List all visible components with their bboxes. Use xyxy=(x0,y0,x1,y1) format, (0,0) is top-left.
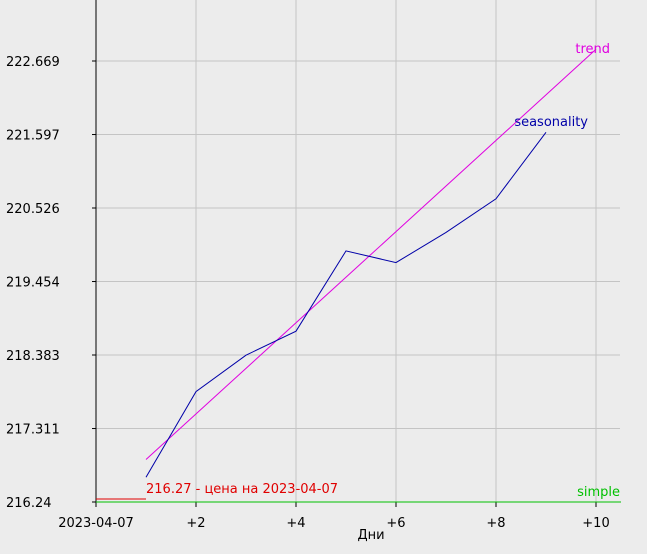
x-tick-label: +6 xyxy=(386,516,405,531)
y-tick-label: 220.526 xyxy=(6,202,60,217)
trend-line xyxy=(145,48,597,460)
y-tick-label: 222.669 xyxy=(6,55,60,70)
y-tick-label: 221.597 xyxy=(6,129,60,144)
y-tick-label: 219.454 xyxy=(6,276,60,291)
trend-label: trend xyxy=(575,42,610,57)
y-tick-label: 218.383 xyxy=(6,349,60,364)
seasonality-label: seasonality xyxy=(514,115,588,130)
seasonality-line xyxy=(145,131,547,478)
y-tick-label: 217.311 xyxy=(6,423,60,438)
x-axis-label: Дни xyxy=(357,528,384,543)
x-tick-label: +8 xyxy=(486,516,505,531)
x-tick-label: +2 xyxy=(186,516,205,531)
y-tick-label: 216.24 xyxy=(6,496,52,511)
series-lines xyxy=(96,48,621,503)
simple-label: simple xyxy=(577,485,620,500)
grid-lines xyxy=(96,0,620,502)
x-tick-label: +4 xyxy=(286,516,305,531)
price-annotation: 216.27 - цена на 2023-04-07 xyxy=(146,482,338,497)
x-tick-label: +10 xyxy=(582,516,609,531)
x-tick-label: 2023-04-07 xyxy=(58,516,134,531)
chart-labels: 216.24 217.311 218.383 219.454 220.526 221.59… xyxy=(6,42,620,543)
